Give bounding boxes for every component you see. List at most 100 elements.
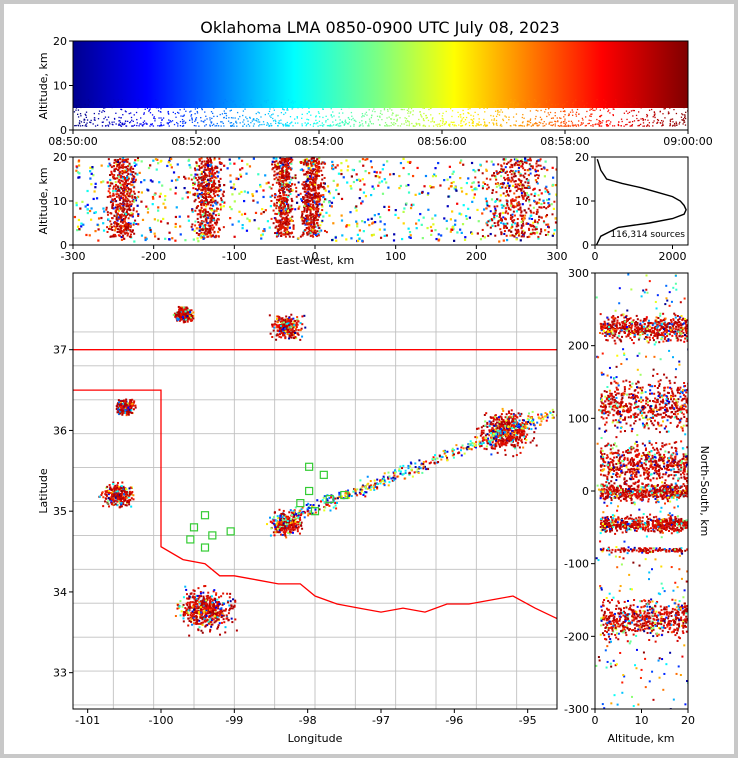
time-source-point <box>580 124 582 126</box>
time-source-point <box>581 123 583 125</box>
time-source-point <box>461 125 463 127</box>
eastwest-cluster-point <box>316 184 319 187</box>
eastwest-cluster-point <box>315 201 318 204</box>
eastwest-source-point <box>431 217 434 220</box>
eastwest-cluster-point <box>487 186 490 189</box>
time-source-point <box>386 108 389 111</box>
time-source-point <box>227 120 230 122</box>
eastwest-cluster-point <box>500 168 503 171</box>
eastwest-source-point <box>379 216 382 219</box>
time-source-point <box>609 112 611 114</box>
eastwest-cluster-point <box>282 220 285 223</box>
eastwest-cluster-point <box>320 229 323 232</box>
time-source-point <box>532 123 534 125</box>
map-source-point <box>188 309 191 312</box>
eastwest-cluster-point <box>125 200 128 203</box>
eastwest-cluster-point <box>197 184 200 187</box>
time-source-point <box>160 124 162 126</box>
time-source-point <box>358 121 361 124</box>
histogram-x-tick-label: 2000 <box>659 250 687 263</box>
time-source-point <box>182 122 184 124</box>
time-source-point <box>399 117 401 119</box>
eastwest-cluster-point <box>126 190 129 193</box>
eastwest-cluster-point <box>129 191 132 194</box>
map-source-point <box>182 317 185 320</box>
eastwest-source-point <box>156 158 159 161</box>
eastwest-cluster-point <box>107 227 110 230</box>
eastwest-cluster-point <box>192 182 195 185</box>
eastwest-cluster-point <box>517 170 520 173</box>
eastwest-source-point <box>132 221 135 225</box>
time-source-point <box>424 125 427 127</box>
eastwest-cluster-point <box>313 231 316 234</box>
eastwest-cluster-point <box>319 224 322 227</box>
time-source-point <box>528 101 530 103</box>
time-source-point <box>145 102 147 105</box>
eastwest-cluster-point <box>116 225 119 228</box>
time-source-point <box>544 111 546 113</box>
map-source-point <box>177 314 180 317</box>
eastwest-cluster-point <box>284 218 287 221</box>
time-source-point <box>654 113 656 115</box>
eastwest-source-point <box>346 169 349 172</box>
eastwest-cluster-point <box>280 225 283 228</box>
eastwest-cluster-point <box>126 161 129 164</box>
time-source-point <box>615 99 617 101</box>
time-source-point <box>352 117 354 120</box>
time-source-point <box>221 113 224 115</box>
eastwest-source-point <box>510 203 513 206</box>
eastwest-cluster-point <box>507 182 510 185</box>
time-source-point <box>577 124 579 126</box>
eastwest-source-point <box>168 159 171 162</box>
time-source-point <box>194 108 196 110</box>
eastwest-source-point <box>222 205 225 208</box>
eastwest-cluster-point <box>518 164 521 167</box>
eastwest-cluster-point <box>115 203 118 206</box>
eastwest-source-point <box>229 180 232 183</box>
eastwest-cluster-point <box>201 188 204 191</box>
eastwest-cluster-point <box>218 189 221 192</box>
time-source-point <box>484 122 486 124</box>
eastwest-source-point <box>449 230 452 233</box>
eastwest-cluster-point <box>208 214 211 217</box>
time-source-point <box>346 122 349 125</box>
eastwest-source-point <box>196 237 199 240</box>
eastwest-source-point <box>481 212 484 215</box>
eastwest-cluster-point <box>513 214 516 217</box>
time-source-point <box>438 123 441 125</box>
eastwest-source-point <box>473 188 476 191</box>
time-source-point <box>495 119 498 122</box>
eastwest-cluster-point <box>212 219 215 222</box>
time-source-point <box>329 124 332 127</box>
eastwest-cluster-point <box>210 235 213 238</box>
time-source-point <box>135 111 138 114</box>
time-source-point <box>589 107 591 109</box>
map-source-point <box>180 314 183 317</box>
map-source-point <box>172 313 175 316</box>
eastwest-cluster-point <box>282 163 285 166</box>
eastwest-cluster-point <box>311 231 314 234</box>
time-source-point <box>405 120 407 122</box>
time-source-point <box>544 125 546 127</box>
eastwest-cluster-point <box>312 183 315 186</box>
eastwest-cluster-point <box>276 195 279 198</box>
eastwest-source-point <box>496 171 499 174</box>
eastwest-cluster-point <box>287 175 290 178</box>
time-source-point <box>405 103 407 105</box>
time-source-point <box>629 125 631 127</box>
eastwest-source-point <box>275 157 278 160</box>
county-borders <box>73 273 557 709</box>
time-source-point <box>78 104 80 106</box>
eastwest-source-point <box>300 168 304 171</box>
time-source-point <box>243 123 246 125</box>
eastwest-source-point <box>458 212 461 215</box>
eastwest-cluster-point <box>121 160 124 163</box>
eastwest-cluster-point <box>306 209 309 212</box>
eastwest-source-point <box>130 180 133 184</box>
time-source-point <box>612 113 614 116</box>
time-source-point <box>530 106 533 109</box>
eastwest-source-point <box>134 159 137 162</box>
time-source-point <box>373 108 375 110</box>
eastwest-cluster-point <box>540 216 543 219</box>
time-source-point <box>672 121 674 123</box>
